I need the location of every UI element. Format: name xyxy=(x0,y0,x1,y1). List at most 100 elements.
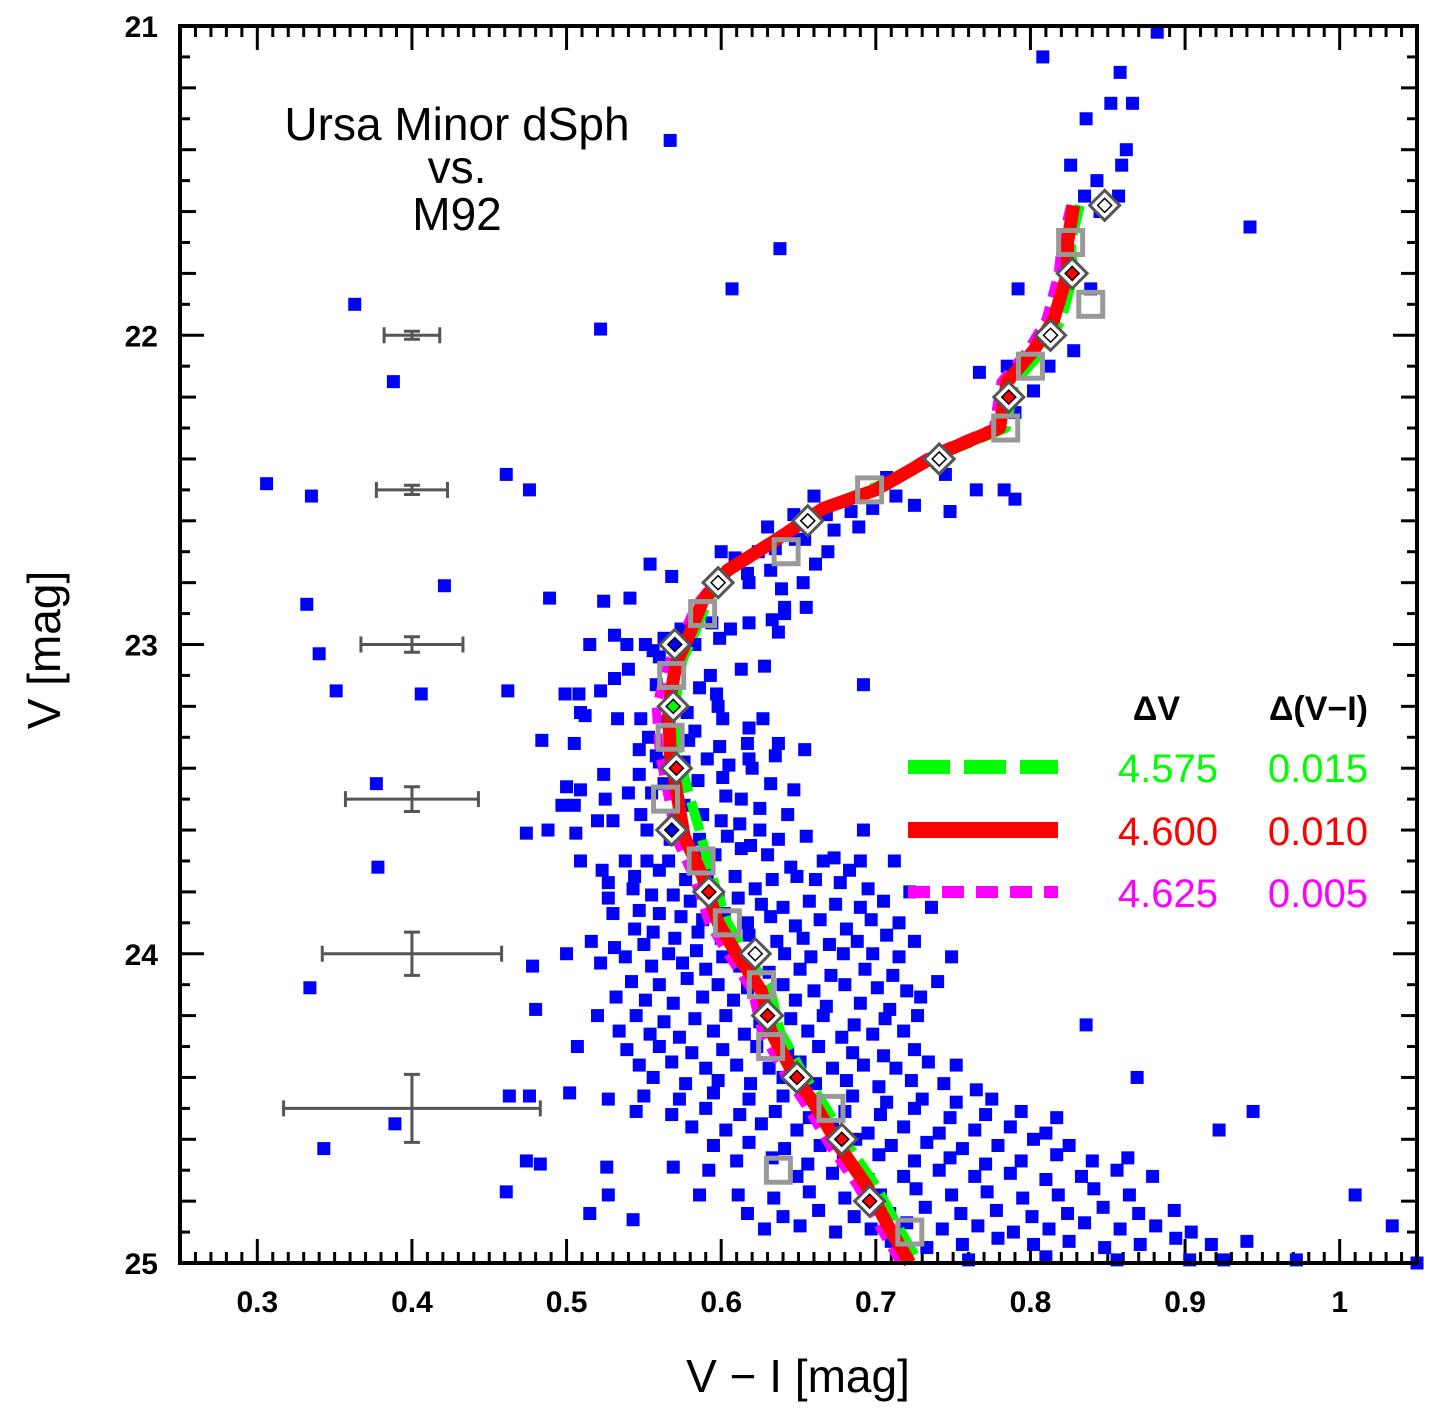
star-point xyxy=(756,712,770,726)
star-point xyxy=(414,687,428,701)
star-point xyxy=(776,978,790,992)
star-point xyxy=(590,1009,604,1023)
star-point xyxy=(1051,1188,1065,1202)
y-tick-label: 21 xyxy=(125,11,158,44)
star-point xyxy=(734,842,748,856)
star-point xyxy=(716,712,730,726)
star-point xyxy=(897,1120,911,1134)
legend-dv-green: 4.575 xyxy=(1118,747,1218,791)
star-point xyxy=(1014,1154,1028,1168)
star-point xyxy=(693,1188,707,1202)
star-point xyxy=(778,947,792,961)
star-point xyxy=(838,1191,852,1205)
star-point xyxy=(943,1111,957,1125)
star-point xyxy=(1212,1123,1226,1137)
star-point xyxy=(1098,1241,1112,1255)
star-point xyxy=(776,900,790,914)
star-point xyxy=(844,505,858,519)
legend-header-dv: ΔV xyxy=(1133,690,1180,728)
star-point xyxy=(861,882,875,896)
legend-dvi-red: 0.010 xyxy=(1268,810,1368,854)
star-point xyxy=(765,613,779,627)
diamond-marker-core xyxy=(931,450,948,468)
star-point xyxy=(713,631,727,645)
star-point xyxy=(620,638,634,651)
star-point xyxy=(638,638,652,651)
open-square-marker xyxy=(688,599,718,629)
star-point xyxy=(625,975,639,989)
open-square-marker xyxy=(991,413,1021,443)
star-point xyxy=(1348,1188,1362,1202)
star-point xyxy=(734,792,748,806)
star-point xyxy=(260,477,274,491)
star-point xyxy=(699,1101,713,1115)
star-point xyxy=(754,897,768,911)
star-point xyxy=(872,1080,886,1094)
star-point xyxy=(880,1095,894,1109)
diamond-marker-core xyxy=(666,636,683,653)
star-point xyxy=(594,956,608,970)
star-point xyxy=(1074,1169,1088,1183)
star-point xyxy=(802,894,816,908)
x-tick-label: 0.9 xyxy=(1164,1286,1206,1319)
open-square-marker xyxy=(763,1155,793,1185)
y-tick-label: 23 xyxy=(125,630,158,663)
star-point xyxy=(778,1142,792,1156)
star-point xyxy=(711,978,725,992)
star-point xyxy=(1042,1222,1056,1236)
star-point xyxy=(937,1077,951,1091)
star-point xyxy=(501,684,515,698)
diamond-marker-core xyxy=(833,1131,850,1148)
star-point xyxy=(558,687,572,701)
star-point xyxy=(768,1104,782,1118)
star-point xyxy=(628,869,642,883)
star-point xyxy=(1078,189,1092,203)
star-point xyxy=(943,505,957,519)
open-square-marker xyxy=(756,1032,786,1062)
star-point xyxy=(646,925,660,939)
star-point xyxy=(1008,492,1022,506)
star-point xyxy=(1113,1222,1127,1236)
star-point xyxy=(646,1070,660,1084)
star-point xyxy=(1064,158,1078,172)
star-point xyxy=(683,894,697,908)
star-point xyxy=(833,876,847,890)
star-point xyxy=(541,823,555,837)
star-point xyxy=(809,557,823,571)
star-point xyxy=(1079,112,1093,126)
star-point xyxy=(634,712,648,726)
star-point xyxy=(858,962,872,976)
star-point xyxy=(853,854,867,868)
star-point xyxy=(771,832,785,846)
star-point xyxy=(628,922,642,936)
star-point xyxy=(529,1002,543,1016)
star-point xyxy=(889,1061,903,1075)
star-point xyxy=(847,1018,861,1032)
star-point xyxy=(652,978,666,992)
star-point xyxy=(702,1163,716,1177)
star-point xyxy=(629,1009,643,1023)
star-point xyxy=(843,863,857,877)
star-point xyxy=(955,1142,969,1156)
star-point xyxy=(997,483,1011,497)
star-point xyxy=(526,959,540,973)
star-point xyxy=(388,1117,402,1131)
star-point xyxy=(1039,1173,1053,1187)
star-point xyxy=(1006,1225,1020,1239)
star-point xyxy=(711,1074,725,1088)
star-point xyxy=(730,1058,744,1072)
star-point xyxy=(734,662,748,676)
star-point xyxy=(1096,1200,1110,1214)
star-point xyxy=(873,1108,887,1122)
diamond-marker-core xyxy=(759,1007,776,1024)
star-point xyxy=(706,1024,720,1038)
star-point xyxy=(762,1061,776,1075)
star-point xyxy=(781,808,795,822)
star-point xyxy=(727,993,741,1007)
star-point xyxy=(716,1043,730,1057)
star-point xyxy=(768,749,782,763)
star-point xyxy=(838,978,852,992)
star-point xyxy=(1385,1219,1399,1233)
star-point xyxy=(689,944,703,958)
star-point xyxy=(680,971,694,985)
